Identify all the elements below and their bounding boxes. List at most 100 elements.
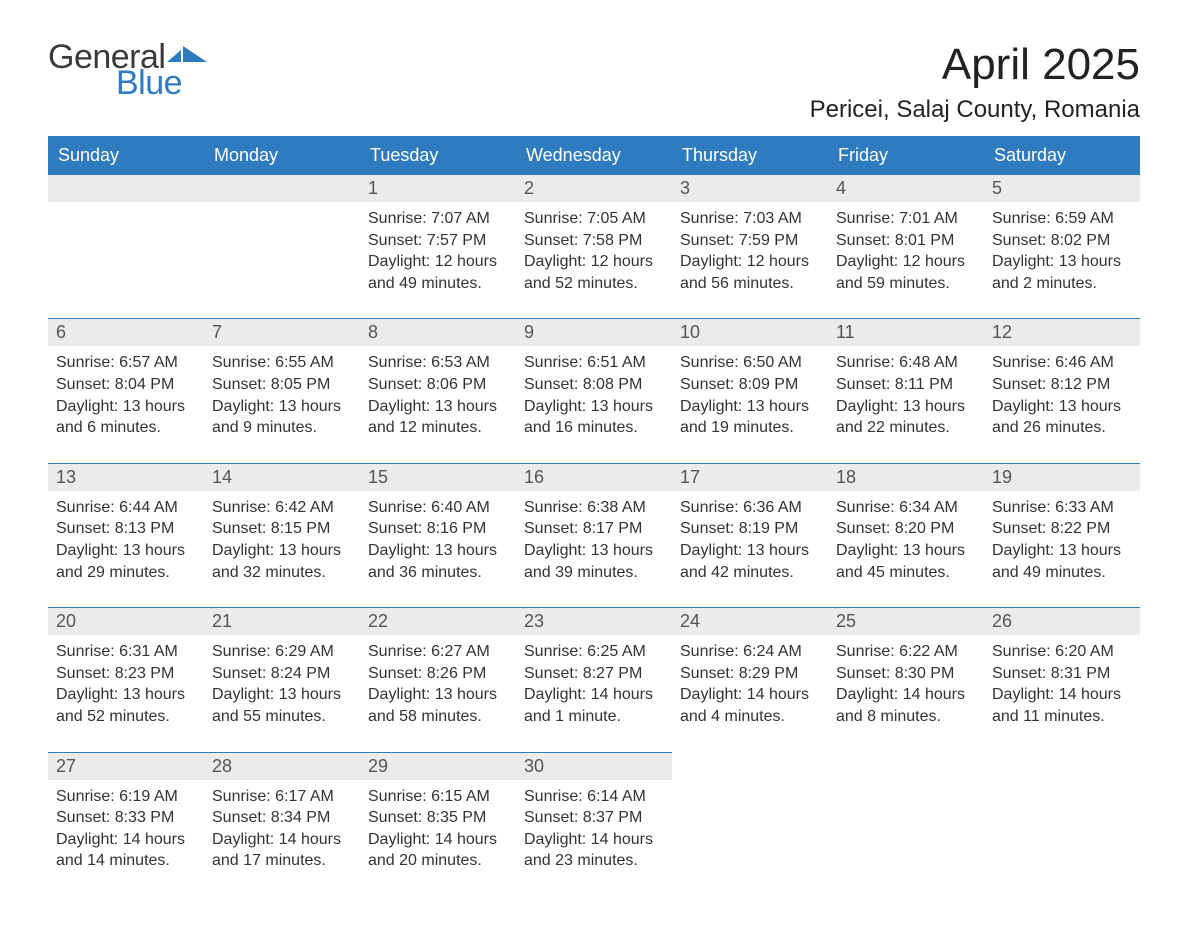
day-details: Sunrise: 6:29 AMSunset: 8:24 PMDaylight:… bbox=[204, 635, 360, 727]
daylight-text: Daylight: 12 hours and 59 minutes. bbox=[836, 251, 976, 294]
sunrise-text: Sunrise: 6:38 AM bbox=[524, 497, 664, 519]
daylight-text: Daylight: 13 hours and 12 minutes. bbox=[368, 396, 508, 439]
day-details: Sunrise: 6:55 AMSunset: 8:05 PMDaylight:… bbox=[204, 346, 360, 438]
calendar-cell: 26Sunrise: 6:20 AMSunset: 8:31 PMDayligh… bbox=[984, 607, 1140, 751]
day-details: Sunrise: 6:48 AMSunset: 8:11 PMDaylight:… bbox=[828, 346, 984, 438]
date-number: 5 bbox=[984, 175, 1140, 202]
daylight-text: Daylight: 14 hours and 4 minutes. bbox=[680, 684, 820, 727]
day-details: Sunrise: 7:01 AMSunset: 8:01 PMDaylight:… bbox=[828, 202, 984, 294]
sunrise-text: Sunrise: 6:27 AM bbox=[368, 641, 508, 663]
sunrise-text: Sunrise: 6:17 AM bbox=[212, 786, 352, 808]
sunrise-text: Sunrise: 6:53 AM bbox=[368, 352, 508, 374]
calendar-cell: 11Sunrise: 6:48 AMSunset: 8:11 PMDayligh… bbox=[828, 318, 984, 462]
date-number: 17 bbox=[672, 464, 828, 491]
sunset-text: Sunset: 8:29 PM bbox=[680, 663, 820, 685]
sunset-text: Sunset: 8:24 PM bbox=[212, 663, 352, 685]
date-number: 3 bbox=[672, 175, 828, 202]
daylight-text: Daylight: 13 hours and 19 minutes. bbox=[680, 396, 820, 439]
sunrise-text: Sunrise: 6:55 AM bbox=[212, 352, 352, 374]
sunset-text: Sunset: 8:06 PM bbox=[368, 374, 508, 396]
calendar-cell bbox=[204, 174, 360, 318]
sunrise-text: Sunrise: 6:40 AM bbox=[368, 497, 508, 519]
day-details: Sunrise: 6:33 AMSunset: 8:22 PMDaylight:… bbox=[984, 491, 1140, 583]
day-details: Sunrise: 6:27 AMSunset: 8:26 PMDaylight:… bbox=[360, 635, 516, 727]
daylight-text: Daylight: 13 hours and 22 minutes. bbox=[836, 396, 976, 439]
daylight-text: Daylight: 14 hours and 17 minutes. bbox=[212, 829, 352, 872]
sunrise-text: Sunrise: 6:36 AM bbox=[680, 497, 820, 519]
sunset-text: Sunset: 8:16 PM bbox=[368, 518, 508, 540]
calendar-cell: 22Sunrise: 6:27 AMSunset: 8:26 PMDayligh… bbox=[360, 607, 516, 751]
sunrise-text: Sunrise: 7:07 AM bbox=[368, 208, 508, 230]
sunrise-text: Sunrise: 6:59 AM bbox=[992, 208, 1132, 230]
sunset-text: Sunset: 8:20 PM bbox=[836, 518, 976, 540]
date-number: 4 bbox=[828, 175, 984, 202]
calendar-cell: 4Sunrise: 7:01 AMSunset: 8:01 PMDaylight… bbox=[828, 174, 984, 318]
sunset-text: Sunset: 8:02 PM bbox=[992, 230, 1132, 252]
day-details: Sunrise: 6:17 AMSunset: 8:34 PMDaylight:… bbox=[204, 780, 360, 872]
day-details: Sunrise: 6:38 AMSunset: 8:17 PMDaylight:… bbox=[516, 491, 672, 583]
calendar-cell: 30Sunrise: 6:14 AMSunset: 8:37 PMDayligh… bbox=[516, 752, 672, 896]
date-number: 18 bbox=[828, 464, 984, 491]
daylight-text: Daylight: 13 hours and 29 minutes. bbox=[56, 540, 196, 583]
sunrise-text: Sunrise: 6:29 AM bbox=[212, 641, 352, 663]
sunrise-text: Sunrise: 6:20 AM bbox=[992, 641, 1132, 663]
day-details: Sunrise: 6:57 AMSunset: 8:04 PMDaylight:… bbox=[48, 346, 204, 438]
day-details: Sunrise: 6:51 AMSunset: 8:08 PMDaylight:… bbox=[516, 346, 672, 438]
calendar-cell: 24Sunrise: 6:24 AMSunset: 8:29 PMDayligh… bbox=[672, 607, 828, 751]
calendar-cell: 6Sunrise: 6:57 AMSunset: 8:04 PMDaylight… bbox=[48, 318, 204, 462]
calendar-cell: 3Sunrise: 7:03 AMSunset: 7:59 PMDaylight… bbox=[672, 174, 828, 318]
date-number: 27 bbox=[48, 753, 204, 780]
sunrise-text: Sunrise: 6:24 AM bbox=[680, 641, 820, 663]
date-number: 29 bbox=[360, 753, 516, 780]
day-details: Sunrise: 6:53 AMSunset: 8:06 PMDaylight:… bbox=[360, 346, 516, 438]
sunset-text: Sunset: 7:57 PM bbox=[368, 230, 508, 252]
sunrise-text: Sunrise: 6:25 AM bbox=[524, 641, 664, 663]
day-details: Sunrise: 6:42 AMSunset: 8:15 PMDaylight:… bbox=[204, 491, 360, 583]
calendar-cell: 15Sunrise: 6:40 AMSunset: 8:16 PMDayligh… bbox=[360, 463, 516, 607]
calendar-cell: 23Sunrise: 6:25 AMSunset: 8:27 PMDayligh… bbox=[516, 607, 672, 751]
sunrise-text: Sunrise: 7:03 AM bbox=[680, 208, 820, 230]
day-details: Sunrise: 6:31 AMSunset: 8:23 PMDaylight:… bbox=[48, 635, 204, 727]
daylight-text: Daylight: 13 hours and 55 minutes. bbox=[212, 684, 352, 727]
sunset-text: Sunset: 8:13 PM bbox=[56, 518, 196, 540]
sunset-text: Sunset: 8:27 PM bbox=[524, 663, 664, 685]
daylight-text: Daylight: 13 hours and 16 minutes. bbox=[524, 396, 664, 439]
day-details: Sunrise: 6:25 AMSunset: 8:27 PMDaylight:… bbox=[516, 635, 672, 727]
day-header: Friday bbox=[828, 137, 984, 174]
calendar-cell: 20Sunrise: 6:31 AMSunset: 8:23 PMDayligh… bbox=[48, 607, 204, 751]
day-header: Monday bbox=[204, 137, 360, 174]
date-number: 25 bbox=[828, 608, 984, 635]
date-number: 21 bbox=[204, 608, 360, 635]
date-number: 1 bbox=[360, 175, 516, 202]
sunset-text: Sunset: 8:31 PM bbox=[992, 663, 1132, 685]
daylight-text: Daylight: 13 hours and 2 minutes. bbox=[992, 251, 1132, 294]
date-number: 19 bbox=[984, 464, 1140, 491]
day-header: Thursday bbox=[672, 137, 828, 174]
day-details: Sunrise: 6:59 AMSunset: 8:02 PMDaylight:… bbox=[984, 202, 1140, 294]
calendar-cell: 14Sunrise: 6:42 AMSunset: 8:15 PMDayligh… bbox=[204, 463, 360, 607]
day-details: Sunrise: 6:20 AMSunset: 8:31 PMDaylight:… bbox=[984, 635, 1140, 727]
day-header: Wednesday bbox=[516, 137, 672, 174]
calendar-cell: 21Sunrise: 6:29 AMSunset: 8:24 PMDayligh… bbox=[204, 607, 360, 751]
calendar-cell: 5Sunrise: 6:59 AMSunset: 8:02 PMDaylight… bbox=[984, 174, 1140, 318]
sunset-text: Sunset: 8:35 PM bbox=[368, 807, 508, 829]
day-details: Sunrise: 6:36 AMSunset: 8:19 PMDaylight:… bbox=[672, 491, 828, 583]
sunset-text: Sunset: 8:37 PM bbox=[524, 807, 664, 829]
logo: General Blue bbox=[48, 40, 211, 100]
date-number: 14 bbox=[204, 464, 360, 491]
sunrise-text: Sunrise: 6:44 AM bbox=[56, 497, 196, 519]
sunrise-text: Sunrise: 6:46 AM bbox=[992, 352, 1132, 374]
day-details: Sunrise: 6:46 AMSunset: 8:12 PMDaylight:… bbox=[984, 346, 1140, 438]
daylight-text: Daylight: 13 hours and 49 minutes. bbox=[992, 540, 1132, 583]
date-number: 2 bbox=[516, 175, 672, 202]
sunrise-text: Sunrise: 6:34 AM bbox=[836, 497, 976, 519]
day-details: Sunrise: 6:44 AMSunset: 8:13 PMDaylight:… bbox=[48, 491, 204, 583]
daylight-text: Daylight: 14 hours and 20 minutes. bbox=[368, 829, 508, 872]
daylight-text: Daylight: 13 hours and 9 minutes. bbox=[212, 396, 352, 439]
sunrise-text: Sunrise: 6:14 AM bbox=[524, 786, 664, 808]
calendar-cell: 29Sunrise: 6:15 AMSunset: 8:35 PMDayligh… bbox=[360, 752, 516, 896]
calendar-cell: 1Sunrise: 7:07 AMSunset: 7:57 PMDaylight… bbox=[360, 174, 516, 318]
date-number: 20 bbox=[48, 608, 204, 635]
sunset-text: Sunset: 8:23 PM bbox=[56, 663, 196, 685]
date-number: 13 bbox=[48, 464, 204, 491]
